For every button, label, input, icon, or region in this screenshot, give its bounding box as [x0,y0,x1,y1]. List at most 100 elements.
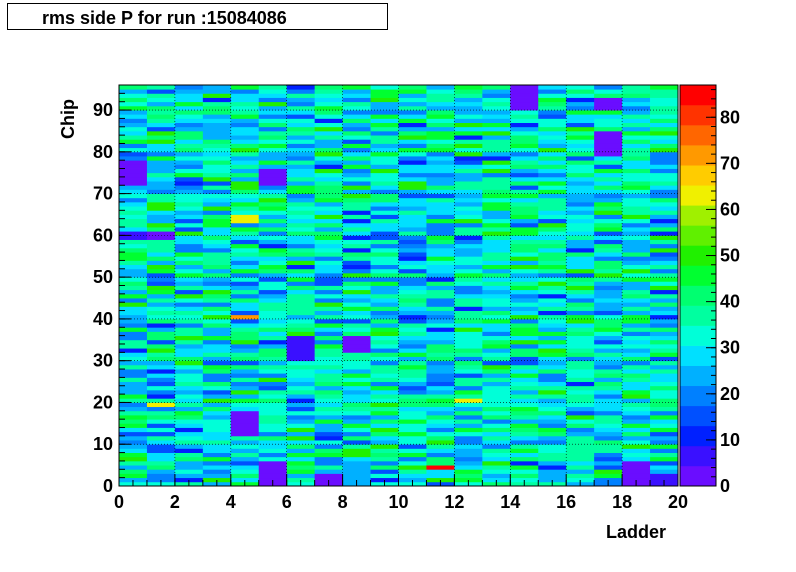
heatmap-cell [454,126,483,132]
heatmap-cell [398,181,427,186]
heatmap-cell [342,465,371,470]
heatmap-cell [566,218,595,224]
heatmap-cell [538,448,567,453]
heatmap-cell [342,469,371,474]
heatmap-cell [286,197,316,203]
heatmap-cell [370,323,399,328]
heatmap-cell [174,130,204,136]
heatmap-cell [146,227,176,232]
heatmap-cell [314,394,343,399]
x-tick-label: 10 [388,492,408,512]
heatmap-cell [622,126,651,132]
heatmap-cell [594,130,623,136]
heatmap-cell [454,101,483,107]
heatmap-cell [538,164,567,169]
heatmap-cell [174,164,204,169]
heatmap-cell [370,460,399,466]
heatmap-cell [230,235,260,240]
heatmap-cell [426,348,455,353]
heatmap-cell [482,452,511,458]
heatmap-cell [146,281,176,286]
heatmap-cell [314,339,343,345]
heatmap-cell [454,331,483,337]
heatmap-cell [538,335,567,341]
heatmap-cell [258,473,288,479]
heatmap-cell [594,114,623,119]
heatmap-cell [594,185,623,190]
heatmap-cell [314,465,343,470]
heatmap-cell [370,252,399,257]
heatmap-cell [119,465,148,470]
heatmap-cell [314,460,343,466]
heatmap-cell [258,151,288,157]
heatmap-cell [538,122,567,128]
heatmap-cell [286,377,316,382]
heatmap-cell [230,298,260,303]
heatmap-cell [370,214,399,220]
heatmap-cell [510,389,539,395]
heatmap-cell [482,193,511,199]
heatmap-cell [146,377,176,382]
heatmap-cell [538,118,567,123]
heatmap-cell [202,327,232,332]
heatmap-cell [286,222,316,228]
heatmap-cell [342,394,371,399]
heatmap-cell [119,105,148,111]
heatmap-cell [398,339,427,345]
heatmap-cell [230,93,260,98]
heatmap-cell [398,122,427,128]
heatmap-cell [230,348,260,353]
heatmap-cell [258,181,288,186]
heatmap-cell [398,143,427,149]
heatmap-cell [146,381,176,387]
heatmap-cell [426,448,455,453]
heatmap-cell [454,394,483,399]
heatmap-cell [146,373,176,378]
heatmap-cell [482,460,511,466]
heatmap-cell [622,364,651,370]
heatmap-cell [398,385,427,391]
x-tick-label: 0 [114,492,124,512]
heatmap-cell [202,419,232,424]
heatmap-cell [398,231,427,236]
heatmap-cell [119,460,148,466]
heatmap-cell [342,126,371,132]
heatmap-cell [370,431,399,437]
heatmap-cell [202,239,232,245]
heatmap-cell [594,260,623,266]
heatmap-cell [622,414,651,420]
heatmap-cell [482,210,511,215]
heatmap-cell [146,331,176,337]
heatmap-cell [594,456,623,462]
heatmap-cell [230,414,260,420]
heatmap-cell [510,410,539,416]
heatmap-cell [286,126,316,132]
heatmap-cell [454,385,483,391]
heatmap-cell [202,252,232,257]
heatmap-cell [594,314,623,320]
heatmap-cell [454,456,483,462]
heatmap-cell [622,335,651,341]
heatmap-cell [510,444,539,449]
heatmap-cell [594,264,623,270]
heatmap-cell [258,314,288,320]
heatmap-cell [594,394,623,399]
heatmap-cell [202,201,232,207]
heatmap-cell [174,210,204,215]
z-tick-label: 0 [720,476,730,496]
heatmap-cell [510,373,539,378]
heatmap-cell [342,410,371,416]
heatmap-cell [566,389,595,395]
heatmap-cell [174,423,204,428]
heatmap-cell [566,151,595,157]
heatmap-cell [454,469,483,474]
heatmap-cell [594,318,623,324]
heatmap-cell [230,264,260,270]
heatmap-cell [230,114,260,119]
z-tick-label: 10 [720,430,740,450]
heatmap-cell [230,331,260,337]
heatmap-cell [510,89,539,94]
heatmap-cell [622,105,651,111]
heatmap-cell [566,139,595,144]
heatmap-cell [650,356,679,362]
